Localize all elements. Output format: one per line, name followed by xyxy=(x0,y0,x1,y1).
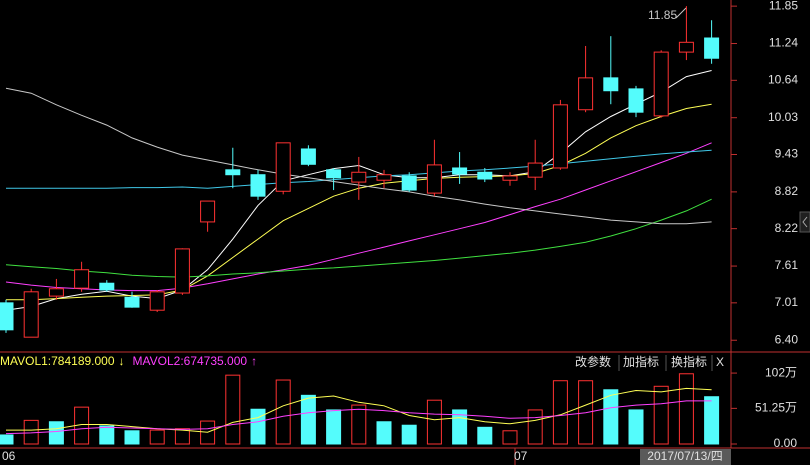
x-tick-label: 06 xyxy=(2,449,16,463)
legend-arrow: ↓ xyxy=(119,354,125,368)
candle-body xyxy=(275,142,291,192)
candle-body xyxy=(225,169,241,176)
volume-average-line xyxy=(5,400,712,435)
candle-body xyxy=(174,248,190,294)
volume-bar xyxy=(0,434,14,445)
x-tick-label: 07 xyxy=(514,449,528,463)
candle-body xyxy=(300,148,316,165)
volume-bar xyxy=(124,430,140,445)
volume-bar xyxy=(149,429,165,445)
side-tab[interactable] xyxy=(799,211,810,233)
volume-bar xyxy=(351,404,367,445)
y-tick-label: 7.61 xyxy=(775,258,799,272)
y-tick-label: 51.25万 xyxy=(755,401,797,415)
y-tick-label: 6.40 xyxy=(775,332,799,346)
volume-bar xyxy=(174,428,190,445)
y-tick-label: 10.64 xyxy=(768,72,798,86)
candle-body xyxy=(48,288,64,297)
volume-bar xyxy=(225,374,241,445)
toolbar-button[interactable]: 改参数 xyxy=(575,354,611,369)
candle-body xyxy=(124,296,140,308)
volume-bar xyxy=(99,425,115,445)
side-tab-icon[interactable] xyxy=(802,216,808,228)
volume-bar xyxy=(426,399,442,445)
volume-bar xyxy=(527,409,543,445)
y-tick-label: 9.43 xyxy=(775,147,799,161)
candle-body xyxy=(250,174,266,197)
volume-bar xyxy=(401,424,417,445)
candle-body xyxy=(527,162,543,178)
candle-body xyxy=(326,169,342,179)
candle-body xyxy=(678,41,694,53)
high-annotation: 11.85 xyxy=(648,8,677,22)
y-tick-label: 0.00 xyxy=(774,436,798,450)
candle-body xyxy=(351,171,367,183)
candle-body xyxy=(628,88,644,113)
date-box xyxy=(640,449,731,465)
y-tick-label: 8.22 xyxy=(775,221,799,235)
legend-arrow: ↑ xyxy=(251,354,257,368)
volume-bar xyxy=(603,389,619,445)
candle-body xyxy=(452,167,468,175)
volume-bar xyxy=(477,426,493,445)
candle-body xyxy=(149,291,165,311)
candle-body xyxy=(0,302,14,331)
candle-body xyxy=(477,171,493,180)
toolbar-button[interactable]: 加指标 xyxy=(623,354,659,369)
volume-bar xyxy=(502,430,518,445)
y-tick-label: 11.85 xyxy=(769,0,798,12)
date-label: 2017/07/13/四 xyxy=(647,449,722,463)
candle-body xyxy=(200,200,216,223)
volume-bar xyxy=(628,409,644,445)
y-tick-label: 7.01 xyxy=(775,295,799,309)
candle-body xyxy=(704,37,720,59)
volume-bar xyxy=(704,396,720,445)
candle-body xyxy=(426,164,442,194)
y-tick-label: 10.03 xyxy=(768,110,798,124)
volume-bar xyxy=(376,421,392,445)
y-tick-label: 8.82 xyxy=(775,184,799,198)
volume-bar xyxy=(678,373,694,445)
candle-body xyxy=(376,174,392,181)
candle-body xyxy=(23,291,39,338)
y-tick-label: 11.24 xyxy=(769,36,798,50)
volume-bar xyxy=(653,385,669,445)
y-tick-label: 102万 xyxy=(765,365,797,379)
moving-average-line xyxy=(5,87,712,225)
candle-body xyxy=(74,269,90,289)
moving-average-line xyxy=(5,198,712,278)
toolbar-button[interactable]: 换指标 xyxy=(671,354,707,369)
volume-bar xyxy=(552,380,568,445)
candle-body xyxy=(552,104,568,169)
candle-body xyxy=(502,175,518,181)
volume-bar xyxy=(326,409,342,445)
candle-body xyxy=(401,175,417,191)
candle-body xyxy=(603,77,619,92)
candle-body xyxy=(653,51,669,117)
volume-average-line xyxy=(6,387,712,433)
annotation-arrow xyxy=(675,7,687,19)
moving-average-line xyxy=(6,103,712,301)
moving-average-line xyxy=(5,142,712,292)
volume-bar xyxy=(48,421,64,445)
volume-bar xyxy=(250,408,266,445)
candle-body xyxy=(99,282,115,291)
close-button[interactable]: X xyxy=(716,355,724,369)
candle-body xyxy=(578,77,594,111)
legend-label: MAVOL2:674735.000 xyxy=(133,354,248,368)
volume-bar xyxy=(275,379,291,445)
volume-bar xyxy=(300,394,316,445)
legend-label: MAVOL1:784189.000 xyxy=(0,354,115,368)
